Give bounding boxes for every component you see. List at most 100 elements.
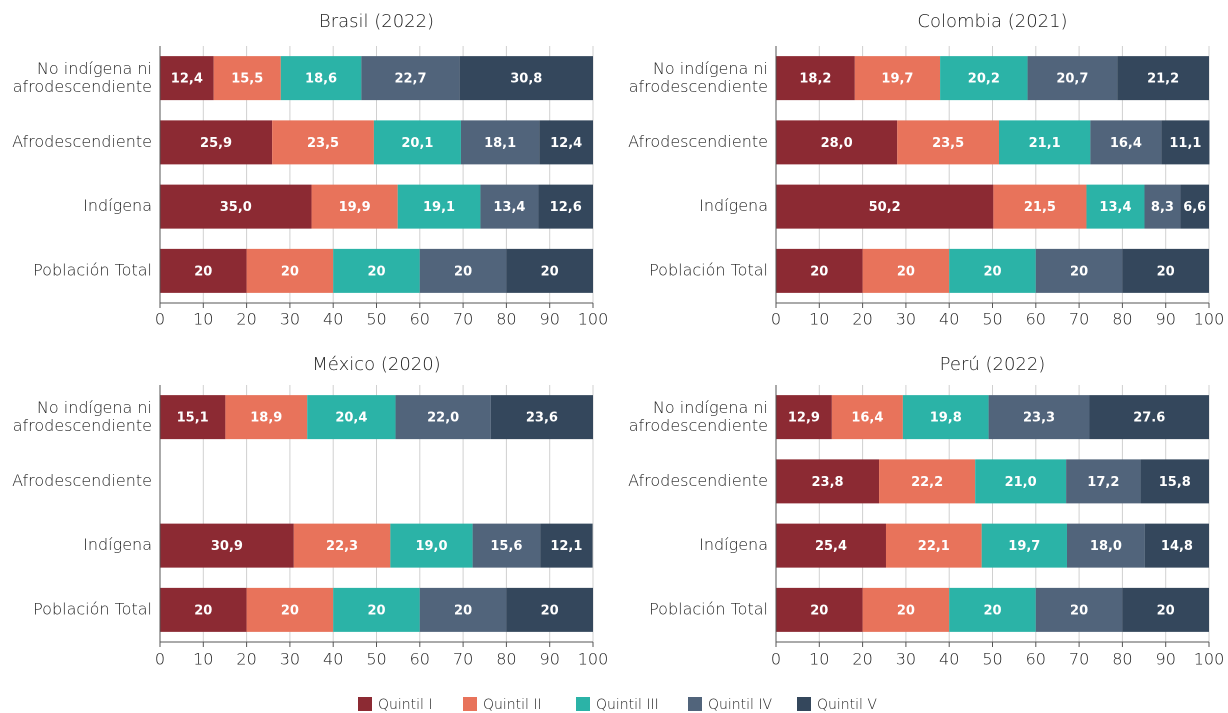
bar — [160, 587, 247, 632]
bar — [307, 395, 396, 440]
x-tick-label: 50 — [982, 650, 1002, 669]
y-tick-label: Población Total — [33, 599, 152, 618]
y-tick-label: Población Total — [33, 260, 152, 279]
bar — [361, 56, 460, 101]
x-tick-label: 70 — [1069, 310, 1089, 329]
data-label: 22,2 — [911, 475, 943, 490]
y-tick-label: No indígena ni afrodescendiente — [13, 398, 152, 435]
data-label: 20 — [541, 603, 559, 618]
data-label: 12,4 — [171, 72, 203, 87]
data-label: 12,4 — [550, 136, 582, 151]
y-tick-label: Afrodescendiente — [12, 471, 152, 490]
data-label: 30,9 — [211, 539, 243, 554]
bar — [776, 459, 880, 504]
data-label: 6,6 — [1183, 200, 1206, 215]
data-label: 25,4 — [815, 539, 847, 554]
x-tick-label: 90 — [540, 310, 560, 329]
x-tick-label: 60 — [1026, 310, 1046, 329]
bar — [879, 459, 976, 504]
bar — [160, 120, 273, 165]
bar — [1180, 184, 1209, 229]
data-label: 20 — [541, 264, 559, 279]
x-tick-label: 50 — [366, 650, 386, 669]
bar — [1090, 120, 1162, 165]
bar — [776, 587, 863, 632]
bar — [419, 248, 507, 293]
data-label: 20 — [281, 603, 299, 618]
bar — [160, 395, 226, 440]
bar — [1122, 587, 1209, 632]
data-label: 23,8 — [811, 475, 843, 490]
data-label: 30,8 — [510, 72, 542, 87]
data-label: 22,7 — [394, 72, 426, 87]
bar — [311, 184, 398, 229]
y-tick-label: Afrodescendiente — [12, 132, 152, 151]
data-label: 23,3 — [1023, 411, 1055, 426]
x-tick-label: 100 — [578, 650, 609, 669]
data-label: 22,0 — [427, 411, 459, 426]
bar — [333, 587, 420, 632]
bar — [397, 184, 481, 229]
x-tick-label: 70 — [453, 310, 473, 329]
data-label: 28,0 — [821, 136, 853, 151]
data-label: 20 — [367, 603, 385, 618]
data-label: 35,0 — [220, 200, 252, 215]
x-tick-label: 100 — [578, 310, 609, 329]
legend-label: Quintil I — [378, 697, 433, 713]
data-label: 21,5 — [1024, 200, 1056, 215]
bar — [1066, 459, 1141, 504]
bar — [160, 184, 312, 229]
data-label: 18,6 — [305, 72, 337, 87]
bar — [949, 587, 1036, 632]
data-label: 12,6 — [550, 200, 582, 215]
data-label: 19,0 — [415, 539, 447, 554]
data-label: 20 — [1157, 264, 1175, 279]
data-label: 20 — [194, 264, 212, 279]
legend-label: Quintil II — [483, 697, 542, 713]
data-label: 18,9 — [250, 411, 282, 426]
data-label: 20 — [454, 264, 472, 279]
data-label: 14,8 — [1161, 539, 1193, 554]
x-tick-label: 80 — [496, 650, 516, 669]
legend-swatch — [463, 697, 477, 711]
bar — [831, 395, 903, 440]
bar — [1144, 523, 1209, 568]
data-label: 12,9 — [788, 411, 820, 426]
data-label: 15,6 — [490, 539, 522, 554]
data-label: 15,1 — [177, 411, 209, 426]
data-label: 27.6 — [1133, 411, 1165, 426]
legend-label: Quintil V — [817, 697, 877, 713]
x-tick-label: 40 — [939, 310, 959, 329]
y-tick-label: Población Total — [649, 260, 768, 279]
chart-title: México (2020) — [312, 354, 440, 375]
data-label: 20 — [454, 603, 472, 618]
data-label: 18,2 — [799, 72, 831, 87]
bar — [460, 120, 540, 165]
x-tick-label: 60 — [1026, 650, 1046, 669]
bar — [459, 56, 593, 101]
data-label: 22,1 — [918, 539, 950, 554]
data-label: 19,8 — [930, 411, 962, 426]
y-tick-label: No indígena ni afrodescendiente — [629, 59, 768, 96]
x-tick-label: 100 — [1194, 650, 1225, 669]
bar — [981, 523, 1067, 568]
y-tick-label: Población Total — [649, 599, 768, 618]
bar — [1140, 459, 1209, 504]
y-tick-label: No indígena ni afrodescendiente — [13, 59, 152, 96]
bar — [390, 523, 473, 568]
bar — [1144, 184, 1181, 229]
legend-swatch — [576, 697, 590, 711]
data-label: 12,1 — [550, 539, 582, 554]
bar — [540, 523, 593, 568]
x-tick-label: 30 — [280, 310, 300, 329]
bar — [506, 587, 593, 632]
data-label: 20,1 — [401, 136, 433, 151]
x-tick-label: 20 — [236, 310, 256, 329]
bar — [1161, 120, 1210, 165]
x-tick-label: 0 — [155, 310, 165, 329]
bar — [538, 184, 593, 229]
y-tick-label: Afrodescendiente — [628, 471, 768, 490]
bar — [897, 120, 999, 165]
bar — [1035, 587, 1123, 632]
x-tick-label: 10 — [193, 310, 213, 329]
